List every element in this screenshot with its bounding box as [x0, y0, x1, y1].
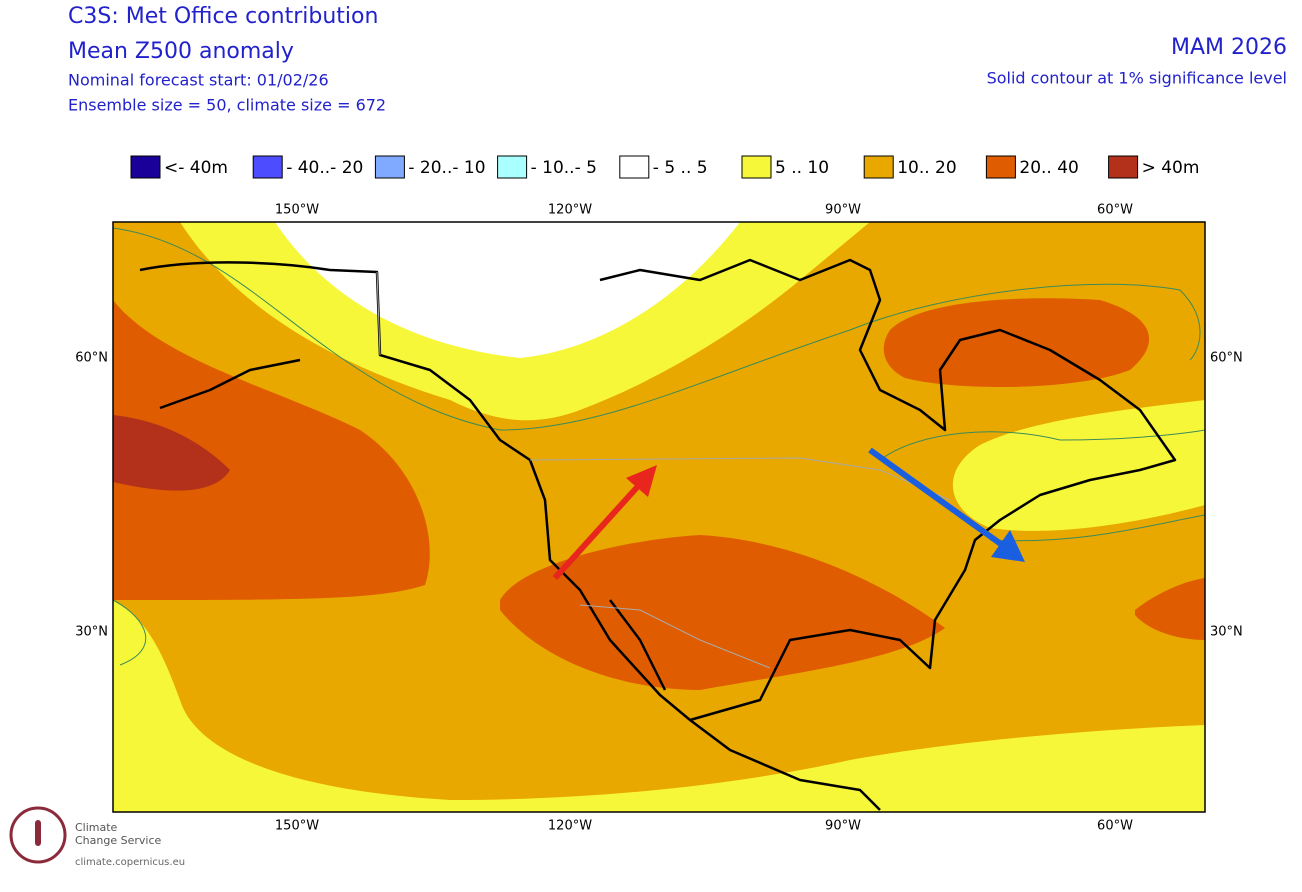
longitude-label: 120°W: [548, 819, 592, 834]
legend-label: <- 40m: [164, 158, 228, 178]
longitude-label: 150°W: [275, 819, 319, 834]
arrow: [552, 481, 643, 581]
legend: <- 40m - 40..- 20 - 20..- 10 - 10..- 5 - 5 .…: [130, 155, 1200, 179]
arrow-head: [991, 530, 1025, 562]
subtitle: Mean Z500 anomaly: [68, 39, 294, 64]
logo-text: Change Service: [75, 834, 161, 847]
legend-swatch: [619, 155, 650, 179]
legend-swatch: [130, 155, 161, 179]
arrow-head: [626, 465, 657, 497]
legend-label: 20.. 40: [1019, 158, 1078, 178]
longitude-label: 150°W: [275, 203, 319, 218]
logo-ring: [9, 806, 67, 864]
significance-note: Solid contour at 1% significance level: [987, 69, 1287, 88]
longitude-label: 120°W: [548, 203, 592, 218]
longitude-label: 90°W: [825, 819, 861, 834]
map-axes: 150°W 150°W 120°W 120°W 90°W 90°W 60°W 60°W 60°N…: [75, 203, 1243, 834]
latitude-label: 60°N: [75, 351, 108, 366]
legend-label: - 40..- 20: [286, 158, 363, 178]
longitude-label: 60°W: [1097, 203, 1133, 218]
logo: Climate Change Service climate.copernicu…: [9, 806, 185, 868]
legend-swatch: [374, 155, 405, 179]
field-5-10: [113, 600, 1205, 812]
legend-swatch: [252, 155, 283, 179]
field-neutral: [275, 222, 740, 358]
significance-contour: [113, 429, 1205, 666]
legend-swatch: [497, 155, 528, 179]
field-20-40: [500, 535, 945, 690]
legend-label: - 10..- 5: [531, 158, 597, 178]
map-frame: [112, 221, 1206, 813]
season: MAM 2026: [1171, 35, 1287, 60]
longitude-label: 60°W: [1097, 819, 1133, 834]
coastline: [139, 258, 1177, 811]
field-20-40: [1135, 578, 1205, 640]
logo-thermometer: [35, 820, 41, 846]
legend-label: - 5 .. 5: [653, 158, 708, 178]
legend-label: > 40m: [1142, 158, 1200, 178]
legend-label: - 20..- 10: [408, 158, 485, 178]
field-20-40: [883, 298, 1150, 388]
map: [112, 221, 1206, 813]
latitude-label: 30°N: [1210, 625, 1243, 640]
legend-swatch: [863, 155, 894, 179]
significance-contour: [113, 227, 1201, 431]
logo-url: climate.copernicus.eu: [75, 857, 185, 868]
arrow: [868, 447, 1007, 550]
forecast-start: Nominal forecast start: 01/02/26: [68, 71, 329, 90]
ensemble-size: Ensemble size = 50, climate size = 672: [68, 96, 386, 115]
latitude-label: 60°N: [1210, 351, 1243, 366]
field-over-40: [113, 415, 230, 491]
legend-swatch: [1108, 155, 1139, 179]
title: C3S: Met Office contribution: [68, 4, 378, 29]
field-20-40: [113, 300, 430, 600]
legend-label: 5 .. 10: [775, 158, 829, 178]
logo-text: Climate: [75, 821, 118, 834]
latitude-label: 30°N: [75, 625, 108, 640]
legend-swatch: [985, 155, 1016, 179]
legend-swatch: [741, 155, 772, 179]
legend-label: 10.. 20: [897, 158, 956, 178]
longitude-label: 90°W: [825, 203, 861, 218]
